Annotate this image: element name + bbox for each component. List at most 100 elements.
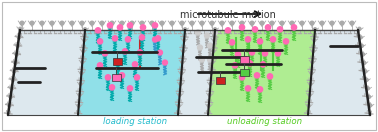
Circle shape — [225, 28, 231, 33]
Text: unloading station: unloading station — [228, 117, 302, 126]
Circle shape — [8, 104, 11, 107]
Circle shape — [340, 21, 344, 25]
Circle shape — [300, 21, 304, 25]
Circle shape — [262, 51, 268, 56]
Circle shape — [98, 63, 102, 68]
Circle shape — [270, 21, 274, 25]
Circle shape — [257, 87, 263, 92]
Circle shape — [160, 21, 164, 25]
Circle shape — [137, 50, 143, 55]
Circle shape — [9, 95, 12, 98]
Circle shape — [310, 21, 314, 25]
Circle shape — [211, 61, 214, 63]
Circle shape — [232, 63, 238, 68]
Circle shape — [125, 37, 131, 42]
Circle shape — [163, 60, 167, 65]
Circle shape — [30, 21, 34, 25]
Circle shape — [110, 21, 114, 25]
FancyBboxPatch shape — [240, 69, 248, 76]
Circle shape — [313, 39, 316, 42]
Circle shape — [150, 21, 154, 25]
Circle shape — [208, 43, 212, 48]
Circle shape — [79, 82, 82, 85]
Circle shape — [14, 61, 17, 64]
Circle shape — [314, 28, 316, 31]
Circle shape — [369, 104, 372, 107]
Polygon shape — [8, 30, 370, 115]
Circle shape — [253, 27, 258, 32]
Circle shape — [358, 27, 361, 30]
Circle shape — [366, 87, 369, 90]
Circle shape — [291, 25, 297, 30]
Circle shape — [280, 21, 284, 25]
Circle shape — [359, 36, 362, 39]
Circle shape — [178, 93, 181, 96]
Circle shape — [250, 21, 254, 25]
Circle shape — [10, 87, 13, 90]
Circle shape — [115, 60, 121, 65]
Circle shape — [257, 39, 263, 44]
Circle shape — [17, 36, 20, 39]
Circle shape — [190, 21, 194, 25]
Circle shape — [245, 37, 251, 42]
Circle shape — [240, 21, 244, 25]
Circle shape — [11, 78, 14, 81]
Circle shape — [312, 50, 315, 53]
Circle shape — [220, 21, 224, 25]
Circle shape — [20, 21, 24, 25]
Circle shape — [311, 61, 314, 63]
Circle shape — [127, 86, 133, 91]
Circle shape — [81, 61, 84, 63]
Circle shape — [153, 37, 158, 42]
Circle shape — [245, 86, 251, 91]
Circle shape — [132, 62, 138, 67]
Circle shape — [308, 93, 311, 96]
Circle shape — [83, 39, 85, 42]
Circle shape — [204, 33, 209, 38]
Circle shape — [208, 104, 210, 107]
Circle shape — [208, 93, 211, 96]
Circle shape — [130, 21, 134, 25]
Circle shape — [260, 21, 264, 25]
Circle shape — [82, 50, 85, 53]
Circle shape — [78, 93, 81, 96]
Circle shape — [107, 23, 113, 28]
Polygon shape — [208, 30, 315, 115]
Circle shape — [360, 44, 363, 47]
Circle shape — [80, 21, 84, 25]
Circle shape — [230, 21, 234, 25]
Circle shape — [158, 50, 163, 55]
Circle shape — [350, 21, 354, 25]
Circle shape — [284, 39, 289, 44]
Circle shape — [267, 74, 273, 79]
Circle shape — [307, 104, 310, 107]
Circle shape — [249, 50, 255, 55]
FancyBboxPatch shape — [240, 55, 248, 62]
Circle shape — [330, 21, 334, 25]
Circle shape — [210, 21, 214, 25]
Circle shape — [364, 70, 367, 73]
Circle shape — [127, 23, 133, 28]
Circle shape — [177, 104, 180, 107]
Circle shape — [182, 50, 185, 53]
Circle shape — [179, 82, 182, 85]
Circle shape — [60, 21, 64, 25]
Circle shape — [212, 30, 217, 35]
Circle shape — [212, 50, 215, 53]
Circle shape — [40, 21, 44, 25]
Circle shape — [100, 21, 104, 25]
Circle shape — [84, 28, 87, 31]
Circle shape — [118, 25, 122, 30]
Circle shape — [239, 75, 245, 80]
Circle shape — [80, 72, 83, 74]
Circle shape — [198, 45, 203, 50]
Circle shape — [229, 40, 235, 45]
Circle shape — [102, 51, 108, 56]
Circle shape — [367, 95, 370, 98]
Circle shape — [19, 27, 22, 30]
Circle shape — [15, 53, 18, 56]
Circle shape — [105, 75, 111, 80]
Circle shape — [214, 28, 217, 31]
Circle shape — [90, 21, 94, 25]
Circle shape — [170, 21, 174, 25]
